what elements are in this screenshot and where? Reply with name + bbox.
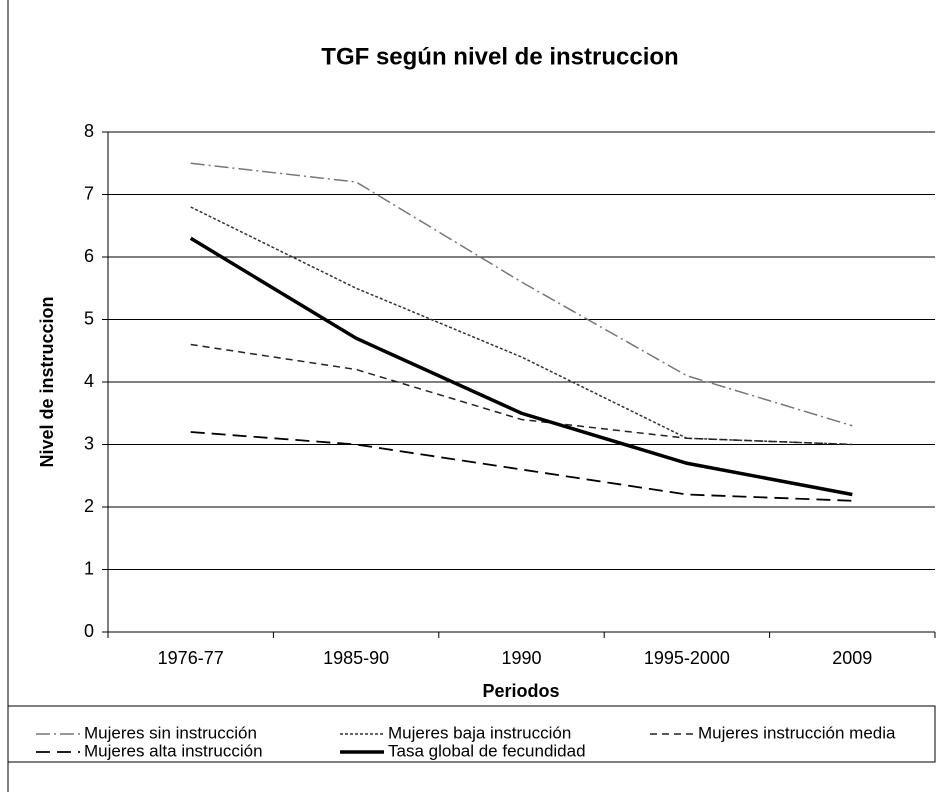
y-axis-title: Nivel de instruccion	[37, 296, 57, 467]
series-line	[190, 431, 853, 502]
x-tick-label: 2009	[832, 648, 872, 668]
y-tick-label: 5	[84, 308, 94, 328]
y-tick-label: 2	[84, 496, 94, 516]
series-line	[189, 236, 853, 497]
y-tick-label: 7	[84, 183, 94, 203]
chart-title: TGF según nivel de instruccion	[321, 43, 678, 70]
y-tick-label: 4	[84, 371, 94, 391]
x-tick-label: 1976-77	[158, 648, 224, 668]
legend-label: Mujeres alta instrucción	[84, 741, 263, 760]
series-line	[190, 206, 853, 446]
x-axis-title: Periodos	[482, 681, 559, 701]
y-tick-label: 0	[84, 621, 94, 641]
legend-label: Mujeres instrucción media	[698, 723, 896, 742]
y-tick-label: 6	[84, 246, 94, 266]
legend-box	[7, 705, 936, 763]
legend-label: Tasa global de fecundidad	[388, 741, 586, 760]
x-tick-label: 1990	[501, 648, 541, 668]
x-tick-label: 1995-2000	[644, 648, 730, 668]
y-tick-label: 1	[84, 558, 94, 578]
legend-label: Mujeres baja instrucción	[388, 723, 571, 742]
x-tick-label: 1985-90	[323, 648, 389, 668]
y-tick-label: 8	[84, 121, 94, 141]
series-line	[190, 162, 853, 427]
legend-label: Mujeres sin instrucción	[84, 723, 257, 742]
series-line	[190, 343, 853, 446]
y-tick-label: 3	[84, 433, 94, 453]
